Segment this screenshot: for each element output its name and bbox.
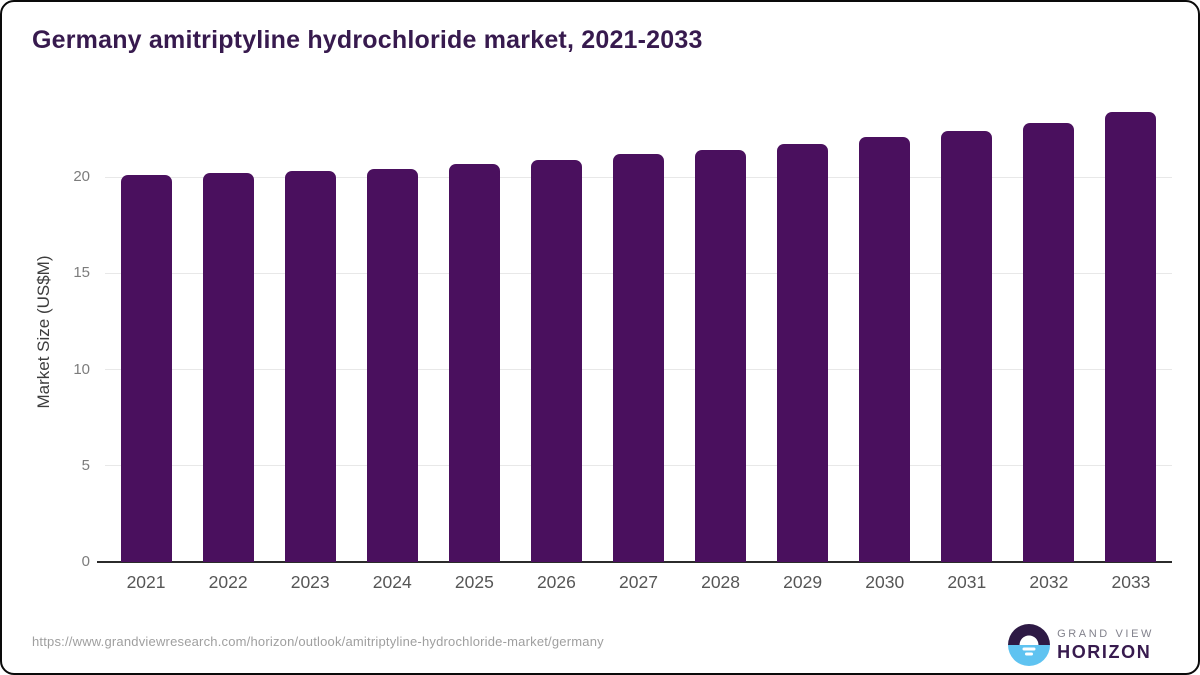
y-tick-label-20: 20 [73,168,90,186]
bar-2028 [695,150,747,562]
y-tick-label-5: 5 [81,456,90,474]
y-axis-title: Market Size (US$M) [34,255,53,409]
x-tick-label-2029: 2029 [783,572,823,592]
bar-2024 [366,169,418,562]
x-axis-line [97,561,1172,563]
bar-2027 [613,153,664,562]
logo-sun-icon [1008,624,1051,666]
bar-2033 [1105,111,1157,562]
x-tick-label-2031: 2031 [947,572,987,592]
bar-2029 [777,144,829,562]
x-tick-label-2032: 2032 [1029,572,1069,592]
bar-2026 [530,159,582,562]
chart-title: Germany amitriptyline hydrochloride mark… [32,26,703,54]
logo-horizon-label: HORIZON [1057,641,1152,662]
plot-area [97,102,1172,563]
x-tick-label-2021: 2021 [126,572,166,592]
bar-2030 [859,136,911,562]
x-tick-label-2024: 2024 [372,572,412,592]
x-tick-label-2027: 2027 [619,572,658,592]
bar-2022 [202,173,254,562]
y-tick-label-0: 0 [81,553,90,570]
bar-2021 [120,175,172,562]
bar-2031 [941,130,993,562]
grandview-horizon-logo: GRAND VIEW HORIZON [1008,624,1154,666]
bar-2023 [284,171,336,562]
x-tick-label-2028: 2028 [701,572,741,592]
logo-grand-view-label: GRAND VIEW [1057,627,1154,640]
x-tick-label-2023: 2023 [290,572,330,592]
logo-wordmark: GRAND VIEW HORIZON [1057,628,1154,663]
x-tick-label-2033: 2033 [1111,572,1151,592]
bar-2025 [448,163,500,562]
x-tick-label-2030: 2030 [865,572,905,592]
bar-2032 [1023,123,1075,562]
x-tick-label-2026: 2026 [536,572,576,592]
x-tick-label-2022: 2022 [208,572,248,592]
source-url: https://www.grandviewresearch.com/horizo… [32,634,604,649]
x-tick-label-2025: 2025 [454,572,494,592]
